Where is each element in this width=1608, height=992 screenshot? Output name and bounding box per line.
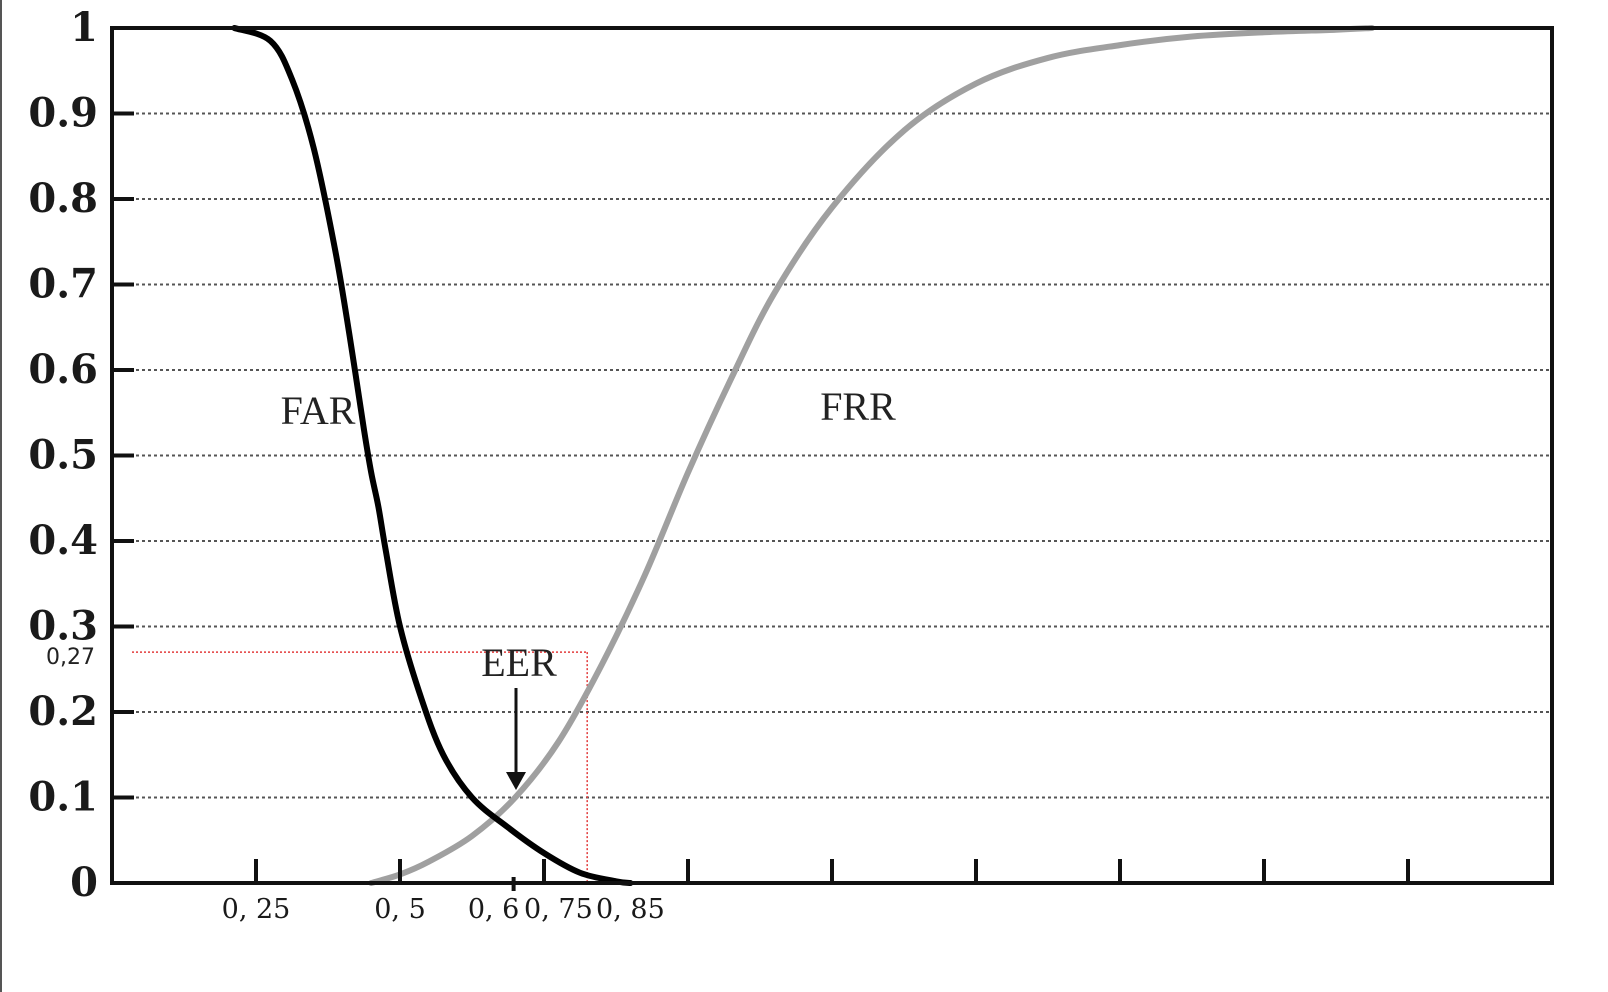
x-tick-label: 0, 75 (524, 894, 593, 925)
y-tick-label: 0.9 (28, 90, 98, 137)
x-tick-label: 0, 5 (374, 894, 426, 925)
y-tick-label: 0 (70, 859, 98, 906)
guide-lines (132, 651, 588, 883)
eer-label: EER (481, 640, 557, 685)
guide-value-label: 0,27 (46, 645, 95, 670)
eer-arrow (506, 688, 526, 790)
x-tick-labels: 0, 25 0, 5 0, 6 0, 75 0, 85 (222, 894, 665, 925)
y-tick-label: 0.2 (28, 688, 98, 735)
y-tick-label: 0.6 (28, 346, 98, 393)
x-tick-label: 0, 25 (222, 894, 291, 925)
y-tick-label: 0.3 (28, 603, 98, 650)
series-line-frr (368, 25, 1375, 886)
series-layer (231, 25, 1375, 886)
y-tick-label: 0.5 (28, 432, 98, 479)
y-tick-label: 0.8 (28, 175, 98, 222)
y-tick-label: 1 (70, 4, 98, 51)
axis-ticks (112, 111, 1410, 891)
series-line-far (231, 25, 634, 886)
y-tick-labels: 0 0.1 0.2 0.3 0.4 0.5 0.6 0.7 0.8 0.9 1 (28, 4, 98, 906)
far-label: FAR (281, 388, 356, 433)
y-tick-label: 0.1 (28, 774, 98, 821)
x-tick-label: 0, 6 (468, 894, 520, 925)
y-tick-label: 0.7 (28, 261, 98, 308)
frr-label: FRR (820, 384, 896, 429)
y-tick-label: 0.4 (28, 517, 98, 564)
x-tick-label: 0, 85 (596, 894, 665, 925)
